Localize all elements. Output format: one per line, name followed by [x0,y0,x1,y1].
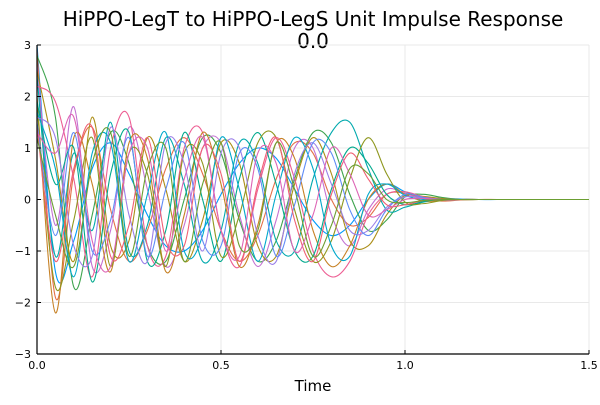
series-line-16 [36,127,589,269]
chart-subtitle: 0.0 [297,29,329,53]
y-tick-label-2: −1 [15,245,31,258]
y-tick-label-4: 1 [24,142,31,155]
axes-layer: 0.0 0.5 1.0 1.5 −3 −2 −1 0 1 2 3 [15,39,598,372]
series-line-13 [36,122,589,258]
y-tick-label-6: 3 [24,39,31,52]
x-tick-label-1: 0.5 [212,359,230,372]
y-tick-label-0: −3 [15,348,31,361]
y-tick-label-1: −2 [15,297,31,310]
chart-title: HiPPO-LegT to HiPPO-LegS Unit Impulse Re… [63,7,564,31]
x-tick-label-2: 1.0 [396,359,414,372]
y-tick-label-3: 0 [24,194,31,207]
y-tick-label-5: 2 [24,91,31,104]
x-tick-label-0: 0.0 [28,359,46,372]
x-tick-label-3: 1.5 [580,359,598,372]
series-layer [36,44,589,314]
x-axis-label: Time [294,377,332,395]
